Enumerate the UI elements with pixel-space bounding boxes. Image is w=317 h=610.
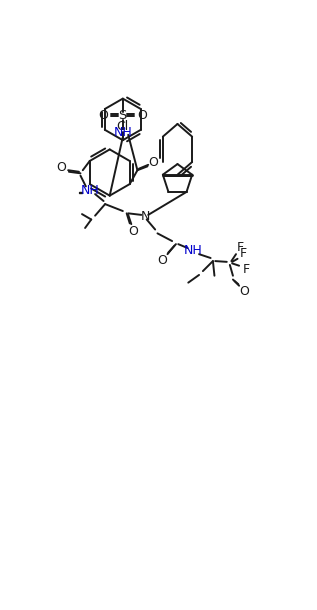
Text: O: O <box>239 285 249 298</box>
Text: O: O <box>149 156 158 169</box>
Text: F: F <box>243 263 249 276</box>
Text: Cl: Cl <box>117 120 129 133</box>
Text: N: N <box>140 210 150 223</box>
Text: NH: NH <box>114 126 133 139</box>
Text: O: O <box>128 224 138 237</box>
Text: NH: NH <box>80 184 99 197</box>
Text: O: O <box>56 162 66 174</box>
Text: NH: NH <box>184 244 202 257</box>
Text: S: S <box>119 109 127 122</box>
Text: F: F <box>240 247 247 260</box>
Text: F: F <box>237 241 244 254</box>
Text: O: O <box>99 109 108 122</box>
Text: O: O <box>137 109 147 122</box>
Text: O: O <box>157 254 167 267</box>
